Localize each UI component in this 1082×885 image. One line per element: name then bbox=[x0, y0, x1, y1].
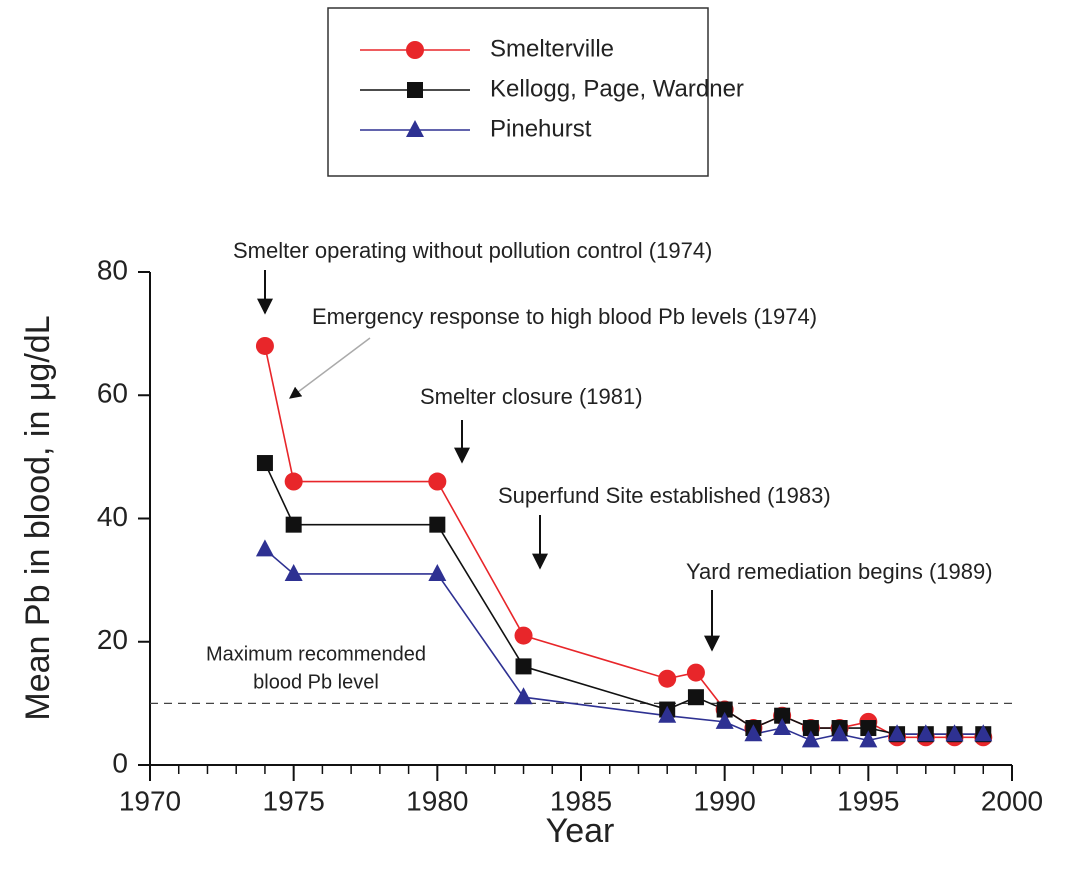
y-tick-label: 0 bbox=[112, 747, 128, 778]
y-tick-label: 80 bbox=[97, 254, 128, 285]
x-tick-label: 1995 bbox=[837, 785, 899, 816]
x-tick-label: 1985 bbox=[550, 785, 612, 816]
data-point bbox=[774, 707, 791, 724]
x-tick-label: 1980 bbox=[406, 785, 468, 816]
data-point bbox=[255, 336, 274, 355]
data-point bbox=[888, 724, 907, 742]
data-point bbox=[658, 705, 677, 723]
reference-label: Maximum recommended bbox=[206, 643, 426, 665]
x-tick-label: 1975 bbox=[263, 785, 325, 816]
data-point bbox=[514, 626, 533, 645]
x-tick-label: 1990 bbox=[694, 785, 756, 816]
data-point bbox=[830, 724, 849, 742]
data-point bbox=[514, 687, 533, 705]
x-axis-title: Year bbox=[546, 812, 615, 850]
legend-label: Pinehurst bbox=[490, 115, 592, 142]
data-point bbox=[773, 718, 792, 736]
data-point bbox=[916, 724, 935, 742]
data-point bbox=[428, 472, 447, 491]
data-point bbox=[945, 724, 964, 742]
data-point bbox=[716, 701, 733, 718]
data-point bbox=[255, 539, 274, 557]
annotation: Emergency response to high blood Pb leve… bbox=[312, 304, 817, 329]
y-tick-label: 60 bbox=[97, 378, 128, 409]
data-point bbox=[687, 689, 704, 706]
data-point bbox=[658, 669, 677, 688]
legend-marker bbox=[407, 82, 423, 98]
data-point bbox=[859, 730, 878, 748]
reference-label: blood Pb level bbox=[253, 671, 379, 693]
annotation: Yard remediation begins (1989) bbox=[686, 559, 993, 584]
data-point bbox=[715, 711, 734, 729]
data-point bbox=[284, 472, 303, 491]
data-point bbox=[515, 658, 532, 675]
data-point bbox=[285, 516, 302, 533]
data-point bbox=[686, 663, 705, 682]
y-tick-label: 20 bbox=[97, 624, 128, 655]
legend-marker bbox=[406, 120, 424, 137]
data-point bbox=[974, 724, 993, 742]
legend-label: Kellogg, Page, Wardner bbox=[490, 75, 744, 102]
data-point bbox=[801, 730, 820, 748]
data-point bbox=[429, 516, 446, 533]
annotation: Smelter operating without pollution cont… bbox=[233, 238, 712, 263]
data-point bbox=[860, 720, 877, 737]
annotation-arrow bbox=[289, 337, 371, 399]
legend-marker bbox=[406, 41, 424, 59]
data-point bbox=[802, 720, 819, 737]
annotation: Superfund Site established (1983) bbox=[498, 483, 831, 508]
legend-label: Smelterville bbox=[490, 35, 614, 62]
legend-box bbox=[327, 7, 709, 177]
x-tick-label: 1970 bbox=[119, 785, 181, 816]
data-point bbox=[428, 563, 447, 581]
y-axis-title: Mean Pb in blood, in μg/dL bbox=[19, 315, 57, 720]
annotation: Smelter closure (1981) bbox=[420, 384, 643, 409]
data-point bbox=[284, 563, 303, 581]
y-tick-label: 40 bbox=[97, 501, 128, 532]
data-point bbox=[744, 724, 763, 742]
data-point bbox=[256, 455, 273, 472]
x-tick-label: 2000 bbox=[981, 785, 1043, 816]
